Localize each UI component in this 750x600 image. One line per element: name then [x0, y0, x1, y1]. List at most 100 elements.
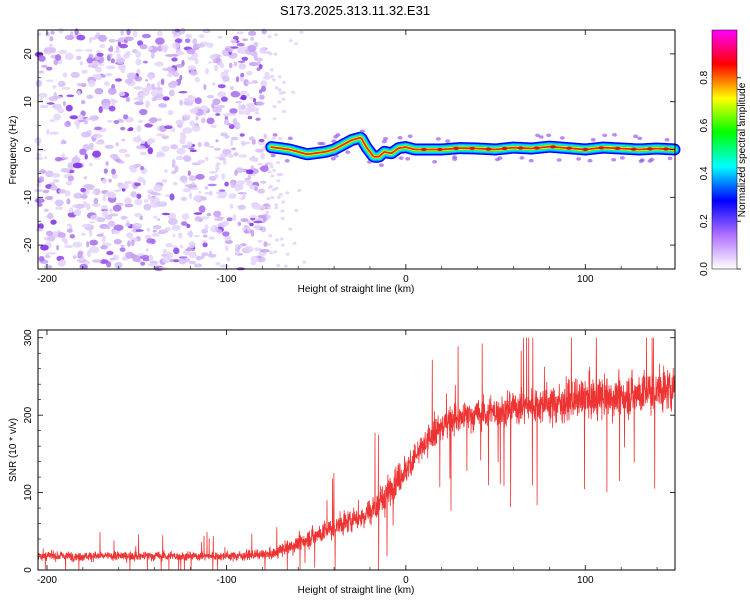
noise-blob: [237, 204, 246, 210]
noise-blob: [234, 250, 240, 255]
noise-blob: [77, 82, 83, 87]
noise-blob: [214, 218, 224, 221]
noise-blob: [178, 91, 188, 94]
noise-blob: [224, 235, 232, 241]
noise-blob: [274, 186, 279, 190]
noise-blob: [120, 126, 126, 131]
noise-blob: [46, 230, 53, 237]
noise-blob: [245, 81, 255, 85]
noise-blob: [42, 189, 50, 194]
snr-x-tick-label: -100: [216, 575, 236, 586]
noise-blob: [131, 239, 135, 247]
noise-blob: [126, 232, 133, 239]
noise-blob: [171, 214, 177, 217]
noise-blob: [299, 30, 304, 34]
noise-blob: [120, 29, 124, 36]
noise-blob: [259, 249, 270, 253]
noise-blob: [38, 255, 45, 262]
noise-blob: [162, 255, 171, 264]
noise-blob: [208, 236, 215, 240]
noise-blob: [150, 51, 155, 59]
noise-blob: [226, 217, 233, 222]
noise-blob: [168, 217, 178, 225]
noise-blob: [46, 79, 54, 83]
noise-blob: [230, 136, 239, 141]
ridge-halo: [590, 137, 596, 142]
noise-blob: [183, 249, 191, 256]
noise-blob: [116, 45, 120, 51]
noise-blob: [253, 220, 263, 224]
spectrogram-y-tick-label: 10: [23, 96, 34, 108]
noise-blob: [145, 79, 148, 82]
noise-blob: [262, 75, 271, 80]
noise-blob: [35, 156, 44, 161]
noise-blob: [116, 57, 125, 65]
ridge-halo: [452, 157, 458, 161]
noise-blob: [142, 178, 146, 186]
noise-blob: [106, 261, 112, 268]
noise-blob: [105, 161, 109, 166]
noise-blob: [50, 219, 57, 225]
ridge-halo: [270, 153, 276, 158]
noise-blob: [37, 203, 43, 207]
ridge-halo: [317, 141, 323, 146]
ridge-halo: [602, 133, 608, 138]
noise-blob: [257, 162, 264, 166]
noise-blob: [155, 133, 165, 137]
noise-blob: [156, 80, 161, 88]
noise-blob: [244, 245, 254, 253]
ridge-halo: [556, 158, 562, 162]
noise-blob: [128, 127, 134, 131]
noise-blob: [130, 191, 137, 198]
noise-blob: [54, 199, 64, 207]
noise-blob: [271, 136, 276, 140]
noise-blob: [74, 49, 84, 52]
ridge-halo: [330, 156, 336, 161]
noise-blob: [67, 162, 76, 170]
noise-blob: [113, 120, 120, 124]
noise-blob: [112, 229, 119, 234]
noise-blob: [211, 82, 216, 86]
noise-blob: [214, 173, 219, 179]
noise-blob: [215, 162, 221, 167]
noise-blob: [193, 212, 203, 215]
noise-blob: [202, 242, 208, 248]
noise-blob: [198, 205, 206, 213]
noise-blob: [183, 155, 192, 162]
noise-blob: [254, 111, 260, 115]
noise-blob: [133, 97, 142, 101]
noise-blob: [156, 218, 161, 221]
noise-blob: [53, 59, 59, 66]
noise-blob: [274, 238, 279, 242]
noise-blob: [187, 170, 191, 176]
noise-blob: [174, 38, 182, 44]
noise-blob: [291, 90, 296, 94]
noise-blob: [212, 106, 223, 113]
noise-blob: [161, 179, 168, 183]
noise-blob: [76, 90, 81, 96]
noise-blob: [221, 96, 228, 102]
noise-blob: [213, 147, 221, 151]
noise-blob: [204, 186, 209, 190]
noise-blob: [76, 34, 86, 41]
noise-blob: [241, 227, 247, 231]
noise-blob: [207, 253, 217, 258]
noise-blob: [136, 145, 146, 150]
noise-blob: [264, 71, 270, 78]
noise-blob: [257, 188, 265, 194]
noise-blob: [69, 234, 76, 239]
noise-blob: [224, 48, 230, 51]
noise-blob: [103, 168, 108, 174]
noise-blob: [140, 140, 146, 145]
noise-blob: [217, 84, 226, 89]
noise-blob: [256, 101, 265, 106]
noise-blob: [278, 193, 283, 197]
noise-blob: [88, 162, 93, 166]
noise-blob: [132, 254, 141, 263]
noise-blob: [119, 43, 128, 49]
colorbar-gradient: [711, 29, 738, 270]
noise-blob: [227, 153, 234, 159]
noise-blob: [134, 229, 144, 232]
noise-blob: [189, 120, 195, 126]
noise-blob: [225, 245, 229, 251]
